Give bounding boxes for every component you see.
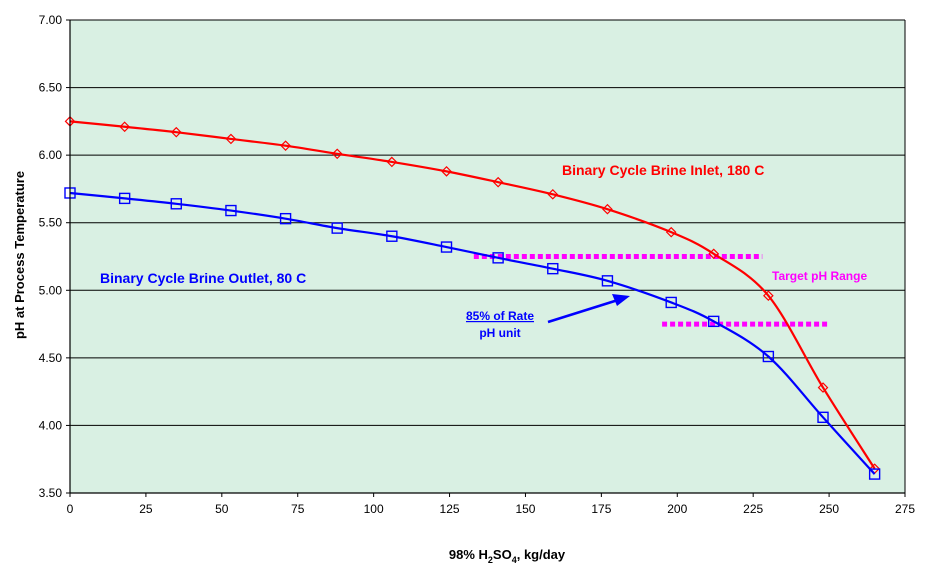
y-tick-label: 5.50: [39, 216, 63, 230]
data-point: [331, 148, 343, 160]
data-point: [331, 222, 343, 234]
data-point: [225, 204, 237, 217]
data-point: [119, 121, 131, 133]
y-tick-label: 4.00: [39, 418, 63, 432]
data-point: [708, 248, 720, 260]
data-point: [386, 230, 398, 242]
data-point: [665, 226, 677, 238]
data-point: [708, 315, 720, 328]
y-tick-label: 6.00: [39, 148, 63, 162]
data-point: [868, 468, 881, 480]
x-axis-title-sub1: 2: [488, 555, 493, 565]
series-outlet: [64, 187, 881, 480]
data-point: [386, 156, 398, 168]
x-axis-title-pre: 98% H: [449, 547, 488, 562]
x-tick-label: 250: [819, 502, 839, 516]
data-point: [547, 188, 559, 200]
x-tick-label: 150: [515, 502, 535, 516]
data-point: [225, 133, 237, 145]
x-axis-title: 98% H2SO4, kg/day: [449, 547, 566, 565]
x-tick-label: 200: [667, 502, 687, 516]
y-tick-label: 3.50: [39, 486, 63, 500]
series-line: [69, 191, 876, 475]
x-tick-label: 225: [743, 502, 763, 516]
data-point: [763, 290, 774, 302]
data-point: [602, 203, 613, 215]
rate-annotation-line2: pH unit: [479, 326, 520, 340]
data-point: [492, 252, 504, 264]
y-tick-label: 5.00: [39, 283, 63, 297]
x-tick-label: 25: [139, 502, 153, 516]
rate-arrow-shaft: [547, 298, 619, 324]
data-point: [762, 350, 775, 363]
data-point: [118, 192, 131, 205]
x-axis-title-mid: SO: [493, 547, 512, 562]
x-tick-label: 175: [591, 502, 611, 516]
data-point: [492, 176, 504, 188]
x-tick-label: 75: [291, 502, 305, 516]
data-point: [547, 262, 559, 275]
x-axis-title-sub2: 4: [512, 555, 517, 565]
y-tick-label: 6.50: [39, 81, 63, 95]
y-axis-title: pH at Process Temperature: [12, 171, 27, 339]
x-tick-label: 125: [440, 502, 460, 516]
data-point: [279, 212, 292, 225]
x-tick-label: 100: [364, 502, 384, 516]
tick-labels: 3.50 4.00 4.50 5.00 5.50 6.00 6.50 7.00 0 25 50 75 1…: [39, 13, 916, 516]
axes: [66, 19, 906, 497]
y-tick-label: 4.50: [39, 351, 63, 365]
data-point: [665, 296, 677, 309]
data-point: [441, 166, 452, 177]
inlet-series-label: Binary Cycle Brine Inlet, 180 C: [562, 162, 764, 178]
series-layer: [64, 116, 881, 480]
y-tick-label: 7.00: [39, 13, 63, 27]
outlet-series-label: Binary Cycle Brine Outlet, 80 C: [100, 270, 306, 286]
x-axis-title-post: , kg/day: [517, 547, 566, 562]
x-tick-label: 0: [67, 502, 74, 516]
data-point: [170, 198, 182, 210]
data-point: [440, 241, 453, 253]
series-inlet: [64, 116, 880, 475]
data-point: [601, 275, 614, 287]
data-point: [170, 126, 182, 138]
x-tick-label: 275: [895, 502, 915, 516]
rate-arrow-head: [612, 294, 630, 306]
target-range-lines: [473, 254, 830, 327]
data-point: [280, 140, 291, 152]
target-range-label: Target pH Range: [772, 269, 867, 283]
data-point: [817, 411, 829, 424]
x-tick-label: 50: [215, 502, 229, 516]
data-point: [817, 382, 829, 393]
rate-annotation-line1: 85% of Rate: [466, 309, 534, 323]
